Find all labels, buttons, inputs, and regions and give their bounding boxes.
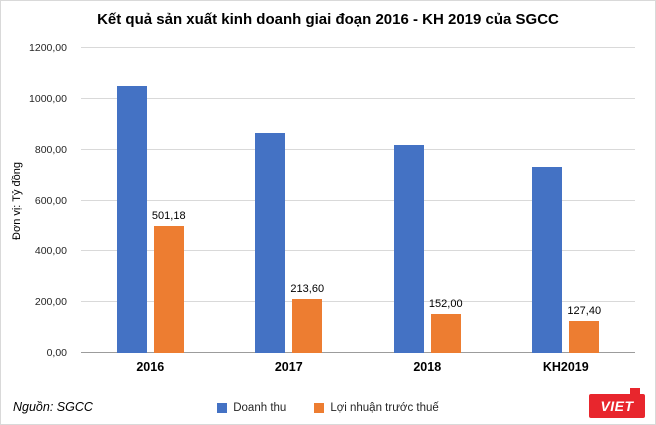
- x-axis-label-2017: 2017: [274, 360, 303, 374]
- y-tick-label: 800,00: [34, 143, 67, 156]
- data-label: 213,60: [290, 282, 325, 295]
- bar-doanh-thu-2018: [393, 144, 424, 353]
- y-tick-label: 400,00: [34, 245, 67, 258]
- gridline: [81, 301, 635, 303]
- y-tick-label: 600,00: [34, 194, 67, 207]
- viettimes-logo: VIET: [589, 388, 645, 418]
- y-tick-label: 200,00: [34, 296, 67, 309]
- y-tick-label: 1000,00: [29, 92, 67, 105]
- legend-label: Doanh thu: [233, 402, 287, 414]
- legend-swatch: [314, 403, 325, 413]
- bar-lợi-nhuận-trước-thuế-KH2019: 127,40: [567, 305, 601, 353]
- data-label: 127,40: [567, 304, 602, 317]
- bar-doanh-thu-2017: [255, 133, 286, 353]
- data-label: 501,18: [151, 209, 186, 222]
- source-note: Nguồn: SGCC: [13, 400, 93, 414]
- chart-title: Kết quả sản xuất kinh doanh giai đoạn 20…: [97, 11, 559, 28]
- gridline: [81, 47, 635, 48]
- gridline: [81, 199, 635, 201]
- legend-swatch: [217, 403, 228, 413]
- x-axis-labels: 2016 2017 2018 KH2019: [81, 360, 635, 374]
- bar-lợi-nhuận-trước-thuế-2018: 152,00: [429, 298, 463, 353]
- legend-item-lợi-nhuận-trước-thuế: Lợi nhuận trước thuế: [314, 402, 439, 414]
- legend-label: Lợi nhuận trước thuế: [330, 402, 439, 414]
- data-label: 152,00: [428, 298, 463, 311]
- gridline: [81, 250, 635, 252]
- gridline: [81, 97, 635, 99]
- y-axis-tick-labels: 0,00 200,00 400,00 600,00 800,00 1000,00 1200,…: [1, 42, 75, 359]
- bar-group-2018: 152,00: [358, 48, 497, 353]
- x-axis-label-2018: 2018: [413, 360, 442, 374]
- logo-text: VIET: [600, 398, 634, 414]
- bar-group-2017: 213,60: [220, 48, 359, 353]
- x-axis-line: [81, 352, 635, 353]
- bar-doanh-thu-KH2019: [532, 167, 563, 353]
- legend: Doanh thu Lợi nhuận trước thuế: [121, 402, 535, 414]
- bar-groups: 501,18 213,60 152,00 127,40: [81, 48, 635, 353]
- x-axis-label-2016: 2016: [136, 360, 165, 374]
- bar-lợi-nhuận-trước-thuế-2016: 501,18: [152, 210, 186, 353]
- bar-doanh-thu-2016: [116, 86, 147, 353]
- x-axis-label-KH2019: KH2019: [542, 360, 589, 374]
- y-tick-label: 0,00: [46, 347, 67, 359]
- y-tick-label: 1200,00: [29, 42, 67, 54]
- bar-group-2016: 501,18: [81, 48, 220, 353]
- gridline: [81, 148, 635, 150]
- legend-item-doanh-thu: Doanh thu: [217, 402, 286, 414]
- bar-lợi-nhuận-trước-thuế-2017: 213,60: [290, 283, 324, 353]
- plot-area: 501,18 213,60 152,00 127,40: [81, 47, 635, 353]
- bar-group-KH2019: 127,40: [497, 48, 636, 353]
